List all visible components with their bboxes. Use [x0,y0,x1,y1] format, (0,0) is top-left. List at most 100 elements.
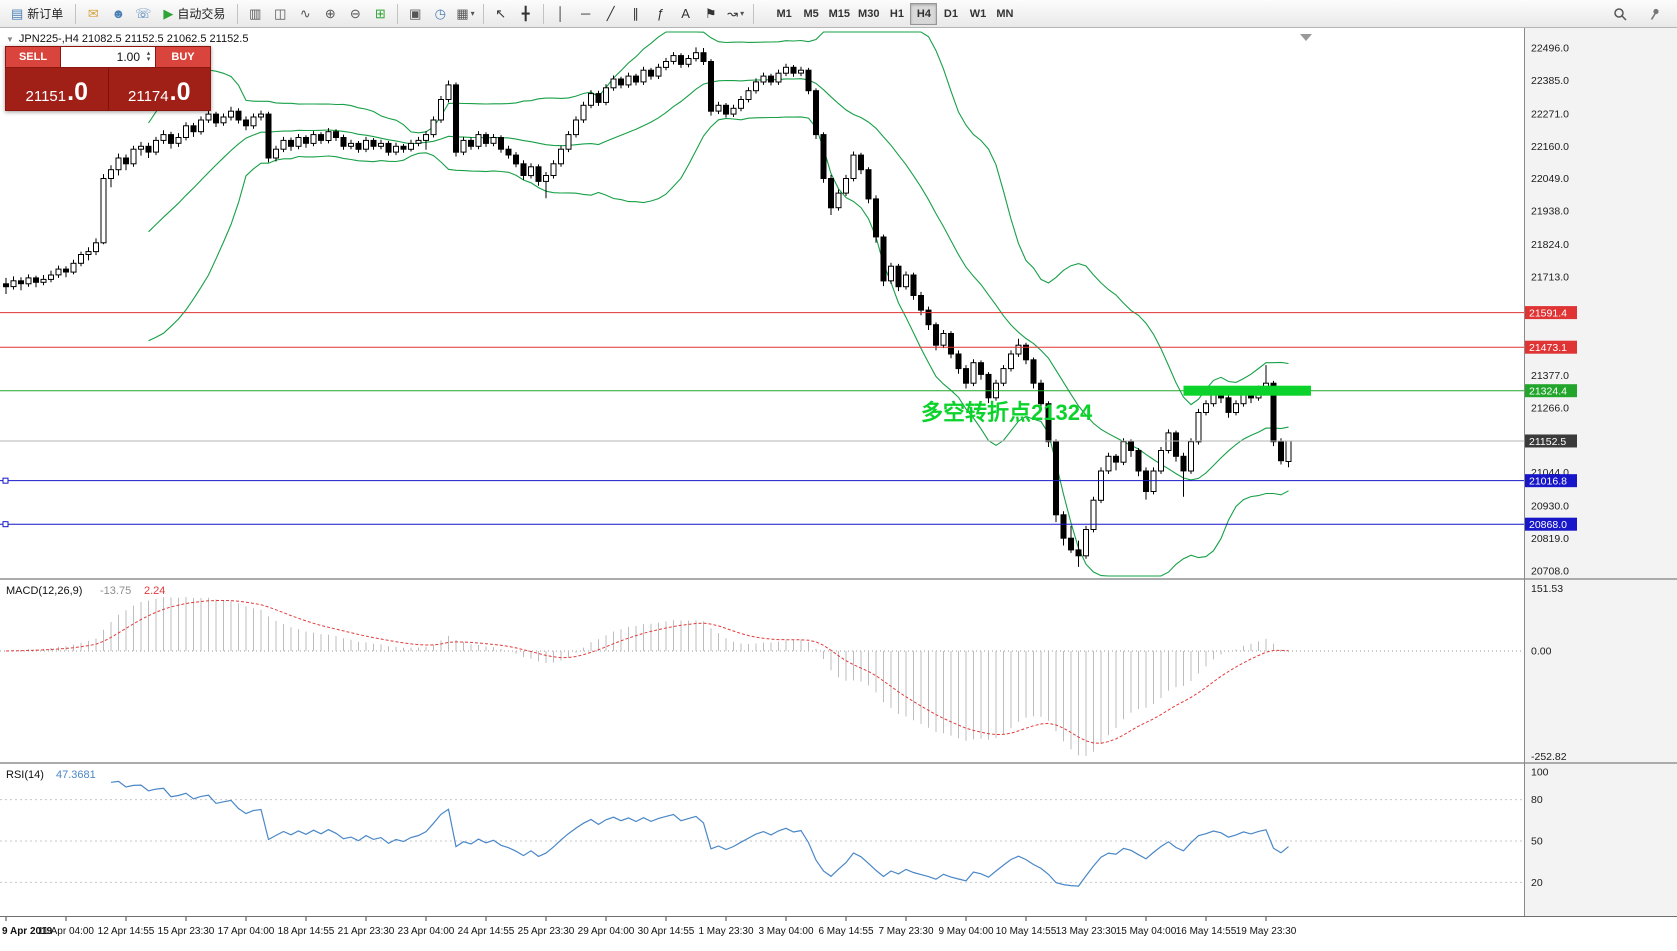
tile-windows-icon[interactable]: ▣ [403,2,427,26]
mail-icon[interactable]: ✉ [81,2,105,26]
label-tool[interactable]: ⚑ [699,2,723,26]
time-label[interactable]: 11 Apr 04:00 [38,926,94,937]
toolbar-separator [397,3,399,24]
volume-up-icon[interactable]: ▴ [146,50,151,57]
time-label[interactable]: 25 Apr 23:30 [518,926,575,937]
cursor-icon[interactable]: ↖ [489,2,513,26]
sell-button[interactable]: SELL [5,46,61,68]
time-label[interactable]: 1 May 23:30 [698,926,753,937]
mail-icon-glyph: ✉ [87,6,99,21]
timeframe-W1[interactable]: W1 [964,3,991,25]
price-axis-label: 21266.0 [1531,402,1569,414]
annotation-text[interactable]: 多空转折点21324 [921,400,1093,425]
panel-separator[interactable] [0,762,1677,764]
time-label[interactable]: 3 May 04:00 [758,926,813,937]
channel-tool[interactable]: ∥ [624,2,648,26]
new-order-button[interactable]: ▤ 新订单 [4,2,70,26]
time-label[interactable]: 9 Apr 2019 [2,926,53,937]
time-label[interactable]: 13 May 23:30 [1056,926,1117,937]
macd-label: MACD(12,26,9) [6,585,82,597]
timeframe-M5[interactable]: M5 [798,3,825,25]
zoom-out-icon[interactable]: ⊖ [343,2,367,26]
time-label[interactable]: 6 May 14:55 [818,926,873,937]
sell-price[interactable]: 21151 .0 [6,68,109,110]
buy-price[interactable]: 21174 .0 [109,68,211,110]
time-label[interactable]: 15 Apr 23:30 [158,926,215,937]
trendline-tool[interactable]: ╱ [599,2,623,26]
rsi-axis-label: 100 [1531,767,1549,779]
one-click-toggle-icon[interactable]: ▼ [6,34,14,44]
timeframe-M15[interactable]: M15 [825,3,854,25]
line-handle[interactable] [2,477,9,484]
timeframe-H1[interactable]: H1 [883,3,910,25]
time-label[interactable]: 23 Apr 04:00 [398,926,455,937]
zoom-in-icon[interactable]: ⊕ [318,2,342,26]
macd-signal-line [5,600,1289,744]
line-chart-icon[interactable]: ∿ [293,2,317,26]
new-order-button-label: 新订单 [27,7,64,21]
time-label[interactable]: 9 May 04:00 [938,926,993,937]
price-badge-label: 21591.4 [1529,307,1567,319]
time-label[interactable]: 19 May 23:30 [1236,926,1297,937]
vertical-line-tool[interactable]: │ [549,2,573,26]
auto-trading-button[interactable]: ▶ 自动交易 [156,2,232,26]
templates-icon[interactable]: ▦ ▾ [453,2,477,26]
volume-stepper[interactable]: 1.00 ▴ ▾ [61,46,155,68]
price-axis-label: 22385.0 [1531,75,1569,87]
trendline-tool-glyph: ╱ [606,6,615,21]
price-chart[interactable]: 多空转折点21324 22496.0 22385.0 22271.0 22160.0 22… [0,28,1677,951]
chart-background [0,28,1677,916]
time-label[interactable]: 24 Apr 14:55 [458,926,515,937]
new-order-button-glyph: ▤ [11,6,24,21]
search-icon[interactable] [1605,1,1635,27]
time-label[interactable]: 10 May 14:55 [996,926,1057,937]
horizontal-line-tool-glyph: ─ [581,6,591,21]
panel-separator[interactable] [0,578,1677,580]
period-clock-icon[interactable]: ◷ [428,2,452,26]
time-label[interactable]: 30 Apr 14:55 [638,926,695,937]
bollinger-upper-band [148,31,1289,406]
line-handle[interactable] [2,521,9,528]
time-label[interactable]: 7 May 23:30 [878,926,933,937]
price-badge-label: 20868.0 [1529,519,1567,531]
bar-chart-icon[interactable]: ▥ [243,2,267,26]
chart-shift-marker [1300,34,1312,41]
toolbar-main-group: ▤ 新订单 ✉ ☻ ☏ ▶ 自动交易 ▥ ◫ ∿ ⊕ ⊖ ⊞ ▣ ◷ ▦ ▾ ↖ ╋ │ ─ ╱ ∥ ƒ A ⚑ ↝ ▾ [4,2,758,26]
arrows-tool[interactable]: ↝ ▾ [724,2,748,26]
grid-icon[interactable]: ⊞ [368,2,392,26]
time-label[interactable]: 21 Apr 23:30 [338,926,395,937]
timeframe-MN[interactable]: MN [991,3,1018,25]
price-axis-label: 20930.0 [1531,501,1569,513]
price-axis-label: 20819.0 [1531,533,1569,545]
crosshair-icon[interactable]: ╋ [514,2,538,26]
volume-down-icon[interactable]: ▾ [146,56,151,63]
volume-value[interactable]: 1.00 [116,50,140,64]
candlestick-chart-icon-glyph: ◫ [274,6,287,21]
time-label[interactable]: 12 Apr 14:55 [98,926,155,937]
highlight-rectangle[interactable] [1183,385,1312,396]
candlestick-chart-icon[interactable]: ◫ [268,2,292,26]
toolbar-right-group [1605,1,1673,27]
time-label[interactable]: 16 May 14:55 [1176,926,1237,937]
time-label[interactable]: 15 May 04:00 [1116,926,1177,937]
text-tool[interactable]: A [674,2,698,26]
top-toolbar: ▤ 新订单 ✉ ☻ ☏ ▶ 自动交易 ▥ ◫ ∿ ⊕ ⊖ ⊞ ▣ ◷ ▦ ▾ ↖ ╋ │ ─ ╱ ∥ ƒ A ⚑ ↝ ▾ M1 M5 M1… [0,0,1677,28]
timeframe-M30[interactable]: M30 [854,3,883,25]
chart-window: 多空转折点21324 22496.0 22385.0 22271.0 22160.0 22… [0,28,1677,951]
auto-trading-button-label: 自动交易 [177,7,226,21]
time-label[interactable]: 18 Apr 14:55 [278,926,335,937]
timeframe-D1[interactable]: D1 [937,3,964,25]
horizontal-line-tool[interactable]: ─ [574,2,598,26]
pin-icon[interactable] [1639,1,1669,27]
price-badge-label: 21324.4 [1529,385,1567,397]
timeframe-H4[interactable]: H4 [910,2,938,25]
time-label[interactable]: 17 Apr 04:00 [218,926,275,937]
fibonacci-tool[interactable]: ƒ [649,2,673,26]
time-label[interactable]: 29 Apr 04:00 [578,926,635,937]
tile-windows-icon-glyph: ▣ [409,6,422,21]
support-icon[interactable]: ☏ [131,2,155,26]
timeframe-M1[interactable]: M1 [771,3,798,25]
buy-button[interactable]: BUY [155,46,211,68]
sell-price-frac: .0 [67,78,88,106]
community-icon[interactable]: ☻ [106,2,130,26]
